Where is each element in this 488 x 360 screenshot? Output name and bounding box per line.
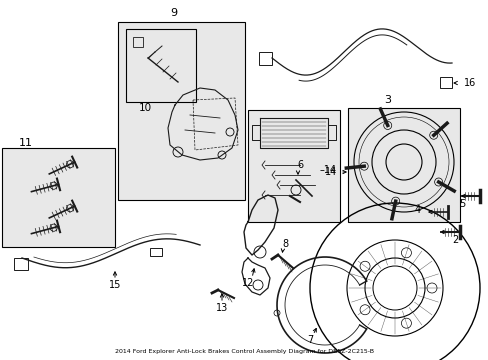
Text: 11: 11 — [19, 138, 33, 148]
Text: 5: 5 — [458, 199, 464, 209]
Text: 10: 10 — [138, 103, 151, 113]
Text: 13: 13 — [215, 303, 228, 313]
Text: –14: –14 — [319, 165, 336, 175]
Text: 2014 Ford Explorer Anti-Lock Brakes Control Assembly Diagram for DB5Z-2C215-B: 2014 Ford Explorer Anti-Lock Brakes Cont… — [115, 349, 373, 354]
FancyBboxPatch shape — [2, 148, 115, 247]
Text: 7: 7 — [306, 335, 312, 345]
FancyBboxPatch shape — [347, 108, 459, 222]
Text: 16: 16 — [463, 78, 475, 88]
Text: 14: 14 — [324, 167, 336, 177]
FancyBboxPatch shape — [126, 29, 196, 102]
FancyBboxPatch shape — [118, 22, 244, 200]
FancyBboxPatch shape — [247, 110, 339, 222]
Text: 15: 15 — [109, 280, 121, 290]
Text: 2: 2 — [451, 235, 457, 245]
Text: 4: 4 — [414, 205, 420, 215]
Text: 9: 9 — [170, 8, 177, 18]
Text: 3: 3 — [384, 95, 391, 105]
Text: 6: 6 — [296, 160, 303, 170]
Text: 12: 12 — [242, 278, 254, 288]
Text: 8: 8 — [282, 239, 287, 249]
